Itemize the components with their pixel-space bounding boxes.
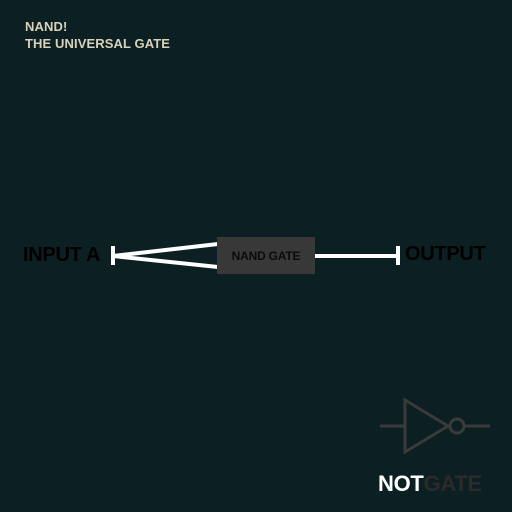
gate-word: GATE <box>423 471 483 496</box>
input-a-label: INPUT A <box>23 244 101 266</box>
nand-gate-label: NAND GATE <box>231 248 301 263</box>
input-wire-lower <box>112 254 219 269</box>
not-gate-caption: NOTGATE <box>378 471 482 497</box>
title-line-2: THE UNIVERSAL GATE <box>25 36 171 51</box>
title-line-1: NAND! <box>25 19 68 34</box>
title-block: NAND! THE UNIVERSAL GATE <box>25 18 170 52</box>
input-wire-upper <box>112 242 219 258</box>
output-label: OUTPUT <box>405 243 486 265</box>
nand-gate-box: NAND GATE <box>217 237 315 274</box>
not-word: NOT <box>378 471 424 496</box>
not-gate-icon <box>380 397 490 455</box>
